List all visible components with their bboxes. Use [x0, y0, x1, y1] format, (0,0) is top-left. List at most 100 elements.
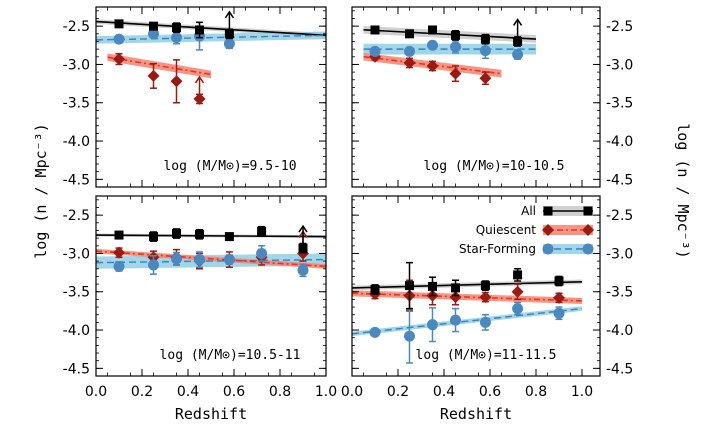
data-point-star_forming [404, 45, 415, 57]
y-tick-label: -4.0 [63, 323, 90, 339]
data-point-all [149, 21, 158, 31]
data-point-all [257, 226, 267, 236]
data-point-all [172, 23, 181, 33]
series-all [114, 10, 235, 40]
x-tick-label: 1.0 [571, 384, 593, 400]
y-tick-label: -3.5 [606, 96, 633, 112]
limit-arrowhead-all [298, 224, 308, 233]
data-point-star_forming [369, 45, 381, 57]
panel-mass-label: log (M/M⊙)=11-11.5 [416, 348, 557, 363]
data-point-star_forming [553, 307, 565, 319]
y-tick-label: -4.0 [606, 134, 633, 150]
data-point-all [224, 29, 234, 39]
data-point-quiescent [553, 291, 565, 304]
x-tick-label: 0.4 [433, 384, 455, 400]
panel-3-plot-area [96, 224, 326, 278]
y-tick-label: -3.0 [606, 246, 633, 262]
series-all [370, 18, 523, 47]
panels-layer: -2.5 -3.0 -3.5 -4.0 -4.5 log (M/M⊙)=9.5-10 -2.… [63, 6, 633, 400]
data-point-all [405, 29, 414, 39]
x-axis-title-left: Redshift [175, 405, 247, 423]
data-point-all [513, 270, 523, 280]
series-all [370, 261, 564, 310]
series-star_forming [113, 245, 309, 278]
data-point-star_forming [113, 260, 125, 272]
fit-line-star_forming [96, 258, 326, 264]
data-point-all [480, 281, 490, 291]
data-point-quiescent [479, 291, 492, 304]
data-point-all [370, 284, 380, 294]
x-tick-label: 0.4 [177, 384, 199, 400]
data-point-all [513, 36, 523, 46]
panel-2-plot-area [363, 18, 537, 86]
legend: All Quiescent Star-Forming [459, 204, 594, 256]
data-point-star_forming [369, 326, 381, 338]
data-point-all [114, 19, 124, 29]
series-star_forming [369, 39, 524, 60]
y-tick-label: -2.5 [606, 208, 633, 224]
fit-line-all [96, 20, 326, 37]
y-tick-label: -4.0 [606, 323, 633, 339]
fit-line-quiescent [107, 56, 212, 76]
fit-line-star_forming [352, 307, 583, 335]
data-point-star_forming [223, 254, 235, 266]
y-tick-label: -3.0 [63, 57, 90, 73]
data-point-all [480, 34, 490, 44]
limit-arrowhead-all [224, 10, 235, 19]
y-tick-label: -3.0 [63, 246, 90, 262]
legend-marker-all [543, 206, 553, 216]
data-point-quiescent [147, 69, 160, 82]
data-point-all [428, 25, 437, 35]
legend-marker-quiescent [582, 224, 594, 236]
data-point-quiescent [449, 291, 462, 304]
data-point-star_forming [194, 254, 205, 266]
panel-1-plot-area [96, 10, 326, 105]
data-point-quiescent [193, 92, 206, 105]
y-axis-title-right: log (n / Mpc⁻³) [674, 123, 692, 258]
y-tick-label: -3.0 [606, 57, 633, 73]
limit-arrowhead-all [512, 18, 523, 26]
panel-frame [351, 6, 601, 188]
panel-frame [95, 6, 327, 188]
data-point-all [195, 229, 204, 239]
data-point-star_forming [297, 264, 309, 276]
legend-marker-star_forming [542, 243, 554, 255]
data-point-star_forming [223, 38, 235, 50]
y-axis-title-left: log (n / Mpc⁻³) [32, 123, 50, 258]
data-point-star_forming [427, 319, 438, 331]
panel-mass-label: log (M/M⊙)=10-10.5 [424, 159, 565, 174]
data-point-star_forming [512, 48, 524, 60]
data-point-star_forming [427, 39, 438, 51]
data-point-star_forming [171, 32, 182, 44]
panel-mass-label: log (M/M⊙)=9.5-10 [163, 159, 296, 174]
panel-2: -2.5 -3.0 -3.5 -4.0 -4.5 log (M/M⊙)=10-10.5 [351, 6, 633, 188]
fit-line-star_forming [96, 34, 326, 41]
y-tick-label: -3.5 [63, 285, 90, 301]
data-point-star_forming [479, 45, 491, 57]
fit-line-quiescent [363, 55, 502, 75]
data-point-all [195, 25, 204, 35]
panel-frame [351, 195, 601, 377]
y-tick-label: -4.5 [606, 172, 633, 188]
panel-frame [95, 195, 327, 377]
data-point-quiescent [511, 285, 524, 298]
x-tick-label: 0.0 [85, 384, 107, 400]
series-quiescent [113, 52, 206, 105]
data-point-all [405, 281, 414, 291]
data-point-star_forming [148, 28, 159, 40]
data-point-star_forming [113, 33, 125, 45]
y-tick-label: -4.0 [63, 134, 90, 150]
x-tick-label: 1.0 [315, 384, 337, 400]
data-point-all [451, 283, 460, 293]
limit-arrowhead-quiescent [194, 75, 205, 84]
data-point-all [428, 281, 437, 291]
legend-label-all: All [521, 204, 536, 218]
y-tick-label: -2.5 [63, 19, 90, 35]
data-point-all [298, 243, 308, 253]
y-tick-label: -2.5 [606, 19, 633, 35]
data-point-star_forming [148, 259, 159, 271]
data-point-all [114, 230, 124, 240]
data-point-star_forming [256, 247, 268, 259]
fit-line-all [352, 280, 583, 289]
